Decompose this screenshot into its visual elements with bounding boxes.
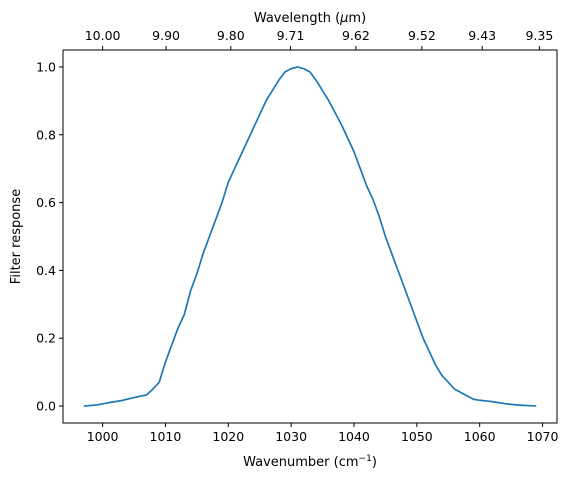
x-axis-label: Wavenumber (cm−1) <box>243 454 377 470</box>
plot-layer <box>83 66 537 407</box>
y-tick-label: 0.4 <box>36 263 56 278</box>
x-tick-label: 1070 <box>527 429 559 444</box>
x-tick-label: 1040 <box>338 429 370 444</box>
top-tick-label: 9.71 <box>277 28 305 43</box>
y-tick-label: 0.0 <box>36 399 56 414</box>
plot-frame <box>62 49 558 424</box>
y-tick-label: 0.2 <box>36 331 56 346</box>
x-tick-label: 1030 <box>275 429 307 444</box>
top-axis-label: Wavelength (μm) <box>254 11 366 26</box>
x-tick-label: 1010 <box>150 429 182 444</box>
x-tick-label: 1060 <box>464 429 496 444</box>
y-tick-label: 0.6 <box>36 195 56 210</box>
x-tick-label: 1020 <box>212 429 244 444</box>
top-tick-label: 9.35 <box>525 28 553 43</box>
series-line-0 <box>83 66 537 407</box>
y-axis-label: Filter response <box>9 189 24 284</box>
y-axis: 0.0 0.2 0.4 0.6 0.8 1.0 <box>36 59 63 414</box>
y-tick-label: 1.0 <box>36 59 56 74</box>
x-tick-label: 1000 <box>87 429 119 444</box>
y-tick-label: 0.8 <box>36 127 56 142</box>
top-tick-label: 9.62 <box>342 28 370 43</box>
bottom-x-axis: 1000 1010 1020 1030 1040 1050 1060 1070 <box>87 423 559 444</box>
top-tick-label: 9.43 <box>468 28 496 43</box>
top-tick-label: 9.80 <box>217 28 245 43</box>
top-tick-label: 9.52 <box>408 28 436 43</box>
top-x-axis: 10.00 9.90 9.80 9.71 9.62 9.52 9.43 9.35 <box>85 28 553 50</box>
top-tick-label: 9.90 <box>152 28 180 43</box>
x-tick-label: 1050 <box>401 429 433 444</box>
top-tick-label: 10.00 <box>85 28 121 43</box>
